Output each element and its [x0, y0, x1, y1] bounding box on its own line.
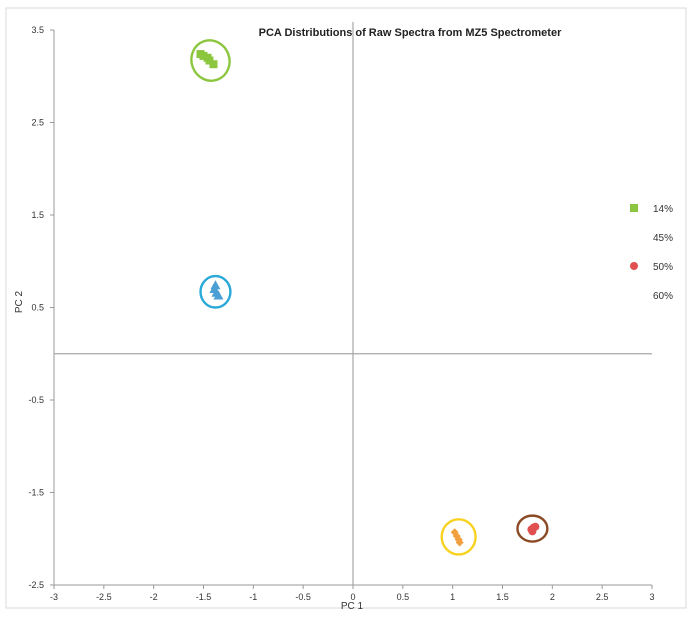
chart-border — [5, 7, 687, 609]
x-tick-label: -1.5 — [196, 592, 212, 602]
x-tick-label: 0 — [350, 592, 355, 602]
tick-labels: -3 -2.5 -2 -1.5 -1 -0.5 0 0.5 1 1.5 2 2.5 3 3.5 2.5 1.5… — [28, 25, 654, 602]
y-tick-label: -0.5 — [28, 395, 44, 405]
data-point-45pct — [213, 290, 224, 300]
axes — [50, 22, 653, 589]
y-tick-label: -2.5 — [28, 580, 44, 590]
x-tick-label: -3 — [50, 592, 58, 602]
cluster-ellipse-50pct — [516, 514, 549, 543]
y-tick-label: -1.5 — [28, 488, 44, 498]
x-tick-label: -0.5 — [295, 592, 311, 602]
y-tick-label: 0.5 — [31, 303, 44, 313]
y-tick-label: 1.5 — [31, 210, 44, 220]
legend-marker-50pct — [630, 262, 638, 270]
legend: 14% 45% 50% 60% — [630, 204, 673, 302]
legend-label-50pct: 50% — [653, 262, 673, 273]
y-axis-label: PC 2 — [14, 290, 25, 313]
x-tick-label: 1.5 — [496, 592, 509, 602]
data-point-50pct — [528, 527, 537, 536]
cluster-ellipse-60pct — [440, 518, 477, 556]
legend-label-14pct: 14% — [653, 204, 673, 215]
x-tick-label: -2.5 — [96, 592, 112, 602]
x-tick-label: -1 — [249, 592, 257, 602]
cluster-ellipse-45pct — [199, 274, 232, 309]
legend-label-45pct: 45% — [653, 233, 673, 244]
cluster-ellipses — [190, 39, 549, 556]
legend-label-60pct: 60% — [653, 291, 673, 302]
cluster-ellipse-14pct — [190, 39, 231, 82]
x-tick-label: 3 — [649, 592, 654, 602]
chart-title: PCA Distributions of Raw Spectra from MZ… — [259, 27, 562, 39]
x-tick-label: 0.5 — [397, 592, 410, 602]
x-tick-label: 2.5 — [596, 592, 609, 602]
data-point-14pct — [209, 60, 218, 69]
data-point-60pct — [455, 538, 464, 547]
x-axis-label: PC 1 — [341, 601, 364, 612]
y-tick-label: 3.5 — [31, 25, 44, 35]
y-tick-label: 2.5 — [31, 118, 44, 128]
x-tick-label: -2 — [150, 592, 158, 602]
x-tick-label: 2 — [550, 592, 555, 602]
data-points — [196, 50, 540, 547]
x-tick-label: 1 — [450, 592, 455, 602]
legend-marker-14pct — [630, 204, 638, 212]
